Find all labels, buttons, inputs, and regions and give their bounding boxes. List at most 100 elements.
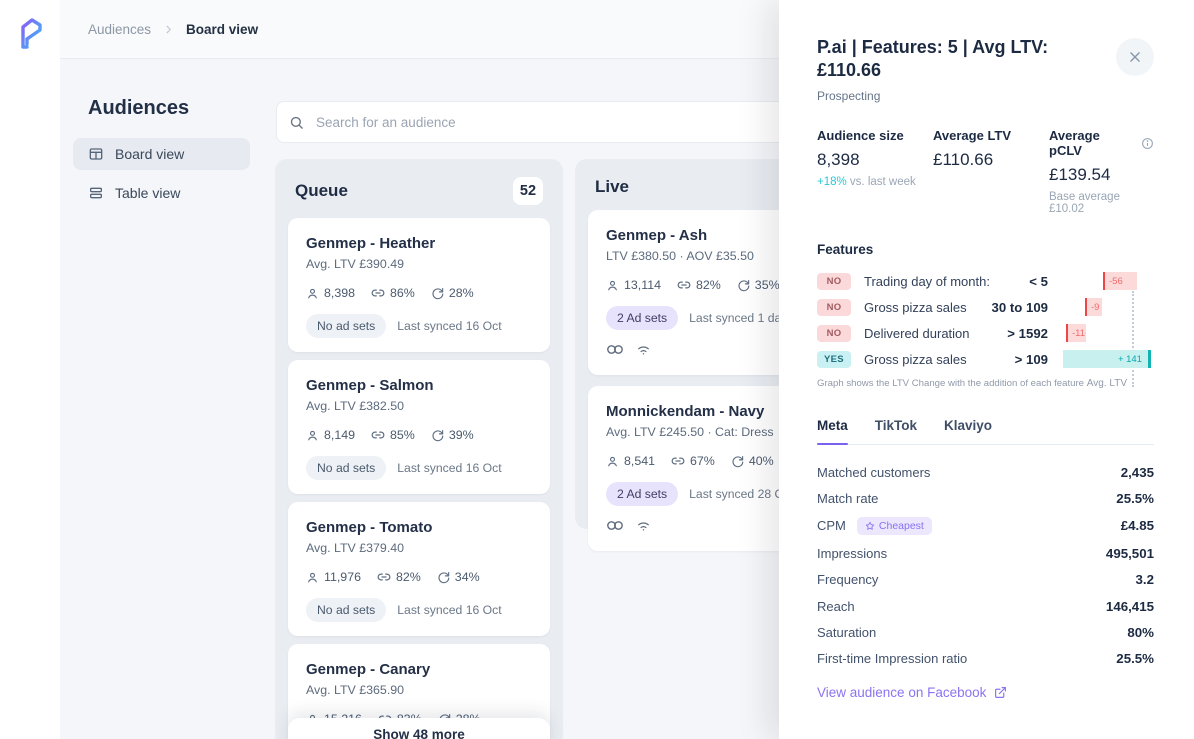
info-icon[interactable] xyxy=(1141,137,1154,150)
feature-row: NO Delivered duration > 1592 -11 xyxy=(817,320,1154,346)
delta-badge: +18% xyxy=(817,176,847,188)
audience-type-label: Prospecting xyxy=(817,89,881,103)
feature-row: NO Trading day of month: < 5 -56 xyxy=(817,268,1154,294)
close-button[interactable] xyxy=(1116,38,1154,76)
adsets-badge: 2 Ad sets xyxy=(606,482,679,506)
delta-suffix: vs. last week xyxy=(846,176,916,188)
feature-row: YES Gross pizza sales > 109 + 141 xyxy=(817,346,1154,372)
feature-value: > 1592 xyxy=(1007,325,1048,341)
last-synced-label: Last synced 16 Oct xyxy=(397,461,502,475)
table-view-icon xyxy=(88,185,104,201)
person-icon xyxy=(606,455,619,468)
refresh-stat: 35% xyxy=(754,278,780,292)
metric-label: Matched customers xyxy=(817,464,931,480)
audience-size-stat: 8,541 xyxy=(624,454,656,468)
metric-value: 25.5% xyxy=(1116,490,1154,506)
live-column-title: Live xyxy=(595,177,630,196)
cheapest-badge: Cheapest xyxy=(856,516,932,535)
adsets-badge: No ad sets xyxy=(306,456,387,480)
tab-klaviyo[interactable]: Klaviyo xyxy=(944,418,993,433)
card-title: Genmep - Tomato xyxy=(306,519,433,536)
channel-tabs: Meta TikTok Klaviyo xyxy=(817,418,1154,445)
wifi-icon xyxy=(636,343,651,361)
card-subtitle: Avg. LTV £245.50 · Cat: Dress xyxy=(606,425,774,439)
metric-label: First-time Impression ratio xyxy=(817,650,968,666)
panel-title: P.ai | Features: 5 | Avg LTV: £110.66 xyxy=(817,37,1049,80)
stat-label: Average LTV xyxy=(933,128,1012,143)
show-more-button[interactable]: Show 48 more xyxy=(288,718,550,739)
wifi-icon xyxy=(636,519,651,537)
link-icon xyxy=(377,570,391,584)
feature-flag: NO xyxy=(817,298,851,316)
sidebar-item-table-view[interactable]: Table view xyxy=(73,177,250,209)
feature-flag: NO xyxy=(817,272,851,290)
feature-bar-negative: -11 xyxy=(1066,324,1086,342)
match-rate-stat: 67% xyxy=(690,454,715,468)
sidebar-item-board-view[interactable]: Board view xyxy=(73,138,250,170)
meta-icon xyxy=(606,519,624,537)
refresh-stat: 34% xyxy=(454,570,480,584)
audience-size-stat: 8,398 xyxy=(324,286,356,300)
feature-label: Trading day of month: xyxy=(864,273,990,289)
last-synced-label: Last synced 16 Oct xyxy=(397,319,502,333)
sidebar-item-label: Board view xyxy=(115,146,185,162)
queue-column: Queue 52 Genmep - Heather Avg. LTV £390.… xyxy=(275,159,563,739)
metric-value: 495,501 xyxy=(1105,546,1154,562)
feature-label: Delivered duration xyxy=(864,325,970,341)
audience-detail-panel: P.ai | Features: 5 | Avg LTV: £110.66 Pr… xyxy=(779,0,1194,739)
table-row: Reach 146,415 xyxy=(817,593,1154,619)
app-logo[interactable] xyxy=(13,13,47,53)
refresh-icon xyxy=(437,571,450,584)
audience-card[interactable]: Genmep - Heather Avg. LTV £390.49 8,398 … xyxy=(288,218,550,352)
refresh-icon xyxy=(431,287,444,300)
sidebar-item-label: Table view xyxy=(115,185,181,201)
external-link-icon xyxy=(994,686,1007,699)
breadcrumb-audiences[interactable]: Audiences xyxy=(88,21,152,37)
queue-count-badge: 52 xyxy=(513,177,543,205)
features-chart: NO Trading day of month: < 5 -56 NO Gros… xyxy=(817,268,1154,389)
link-icon xyxy=(371,428,385,442)
card-subtitle: Avg. LTV £390.49 xyxy=(306,257,405,271)
stat-label: Average pCLV xyxy=(1049,128,1100,158)
audience-card[interactable]: Genmep - Salmon Avg. LTV £382.50 8,149 8… xyxy=(288,360,550,494)
last-synced-label: Last synced 28 Oct xyxy=(689,487,794,501)
refresh-stat: 39% xyxy=(448,428,474,442)
audiences-sidenav: Audiences Board view Table view xyxy=(73,60,250,216)
tab-tiktok[interactable]: TikTok xyxy=(874,418,918,433)
refresh-icon xyxy=(737,279,750,292)
card-subtitle: Avg. LTV £382.50 xyxy=(306,399,405,413)
adsets-badge: No ad sets xyxy=(306,314,387,338)
feature-bar-negative: -9 xyxy=(1085,298,1102,316)
feature-flag: YES xyxy=(817,350,851,368)
table-row: Saturation 80% xyxy=(817,619,1154,645)
refresh-icon xyxy=(731,455,744,468)
app-rail xyxy=(0,0,60,739)
card-subtitle: Avg. LTV £379.40 xyxy=(306,541,405,555)
stat-value: £139.54 xyxy=(1049,165,1111,184)
panel-stats: Audience size 8,398 +18% vs. last week A… xyxy=(817,128,1154,215)
feature-value: < 5 xyxy=(1029,273,1048,289)
features-heading: Features xyxy=(817,242,874,257)
refresh-stat: 40% xyxy=(748,454,774,468)
view-on-facebook-link[interactable]: View audience on Facebook xyxy=(817,685,1154,700)
stat-value: £110.66 xyxy=(933,150,994,169)
metric-label: CPM xyxy=(817,518,846,534)
card-subtitle: Avg. LTV £365.90 xyxy=(306,683,405,697)
page-title: Audiences xyxy=(88,97,190,119)
refresh-stat: 28% xyxy=(448,286,474,300)
feature-bar-negative: -56 xyxy=(1103,272,1137,290)
card-title: Genmep - Canary xyxy=(306,661,431,678)
person-icon xyxy=(606,279,619,292)
card-subtitle: LTV £380.50 · AOV £35.50 xyxy=(606,249,754,263)
tab-meta[interactable]: Meta xyxy=(817,418,848,445)
search-icon xyxy=(289,115,304,130)
metric-label: Impressions xyxy=(817,546,888,562)
card-title: Genmep - Heather xyxy=(306,235,436,252)
metric-value: 3.2 xyxy=(1135,572,1155,588)
table-row: Impressions 495,501 xyxy=(817,541,1154,567)
metric-label: Reach xyxy=(817,598,855,614)
table-row: Frequency 3.2 xyxy=(817,567,1154,593)
table-row: First-time Impression ratio 25.5% xyxy=(817,645,1154,671)
audience-card[interactable]: Genmep - Tomato Avg. LTV £379.40 11,976 … xyxy=(288,502,550,636)
